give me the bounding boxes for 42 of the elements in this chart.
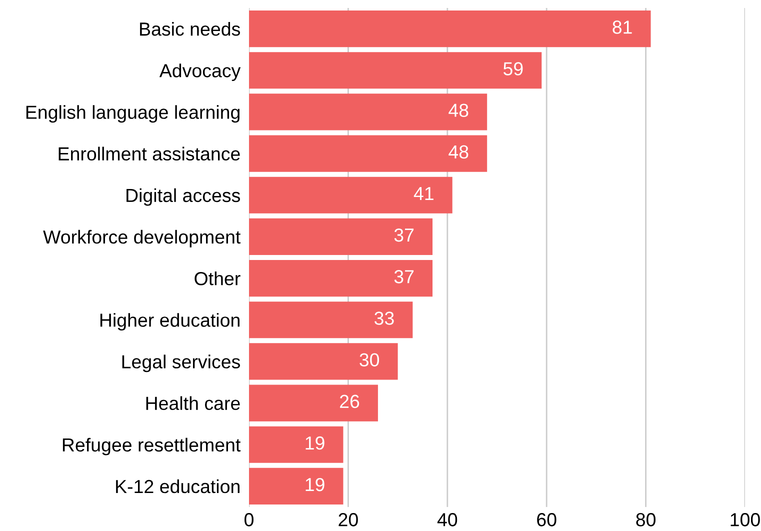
bar bbox=[249, 10, 651, 48]
data-label: 59 bbox=[504, 62, 523, 76]
x-tick-label: 0 bbox=[244, 513, 254, 526]
x-tick-label: 80 bbox=[636, 513, 656, 526]
y-tick-label: Basic needs bbox=[140, 22, 240, 36]
bar bbox=[249, 218, 433, 256]
data-label: 26 bbox=[340, 394, 360, 408]
bar bbox=[249, 176, 452, 214]
data-label: 48 bbox=[448, 104, 468, 117]
y-tick-label: Advocacy bbox=[159, 64, 241, 82]
x-tick-label: 20 bbox=[338, 513, 358, 526]
y-tick-label: Refugee resettlement bbox=[62, 438, 241, 456]
data-label: 19 bbox=[306, 478, 324, 492]
bar bbox=[249, 135, 488, 172]
data-label: 37 bbox=[394, 228, 414, 242]
bar bbox=[249, 426, 344, 463]
y-tick-label: Higher education bbox=[100, 313, 240, 331]
y-tick-label: K-12 education bbox=[116, 479, 240, 494]
data-label: 19 bbox=[306, 436, 324, 450]
y-tick-label: Workforce development bbox=[43, 230, 241, 248]
y-tick-label: Other bbox=[194, 272, 240, 286]
x-tick-label: 60 bbox=[537, 513, 556, 526]
y-tick-label: English language learning bbox=[26, 105, 240, 123]
bar bbox=[249, 52, 542, 89]
bar bbox=[249, 468, 344, 505]
y-tick-label: Legal services bbox=[122, 354, 240, 372]
data-label: 41 bbox=[414, 187, 434, 200]
bar bbox=[249, 343, 398, 380]
data-label: 30 bbox=[360, 353, 380, 366]
data-label: 81 bbox=[612, 20, 632, 34]
y-tick-label: Health care bbox=[146, 396, 240, 410]
y-tick-label: Enrollment assistance bbox=[58, 146, 240, 161]
x-tick-label: 100 bbox=[730, 513, 760, 526]
bar bbox=[249, 302, 413, 338]
y-tick-label: Digital access bbox=[126, 188, 240, 206]
data-label: 37 bbox=[394, 270, 414, 284]
bar bbox=[249, 94, 488, 130]
data-label: 48 bbox=[448, 145, 468, 159]
data-label: 33 bbox=[374, 312, 394, 325]
bar bbox=[249, 384, 378, 422]
x-tick-label: 40 bbox=[437, 513, 458, 526]
bar bbox=[249, 260, 433, 297]
